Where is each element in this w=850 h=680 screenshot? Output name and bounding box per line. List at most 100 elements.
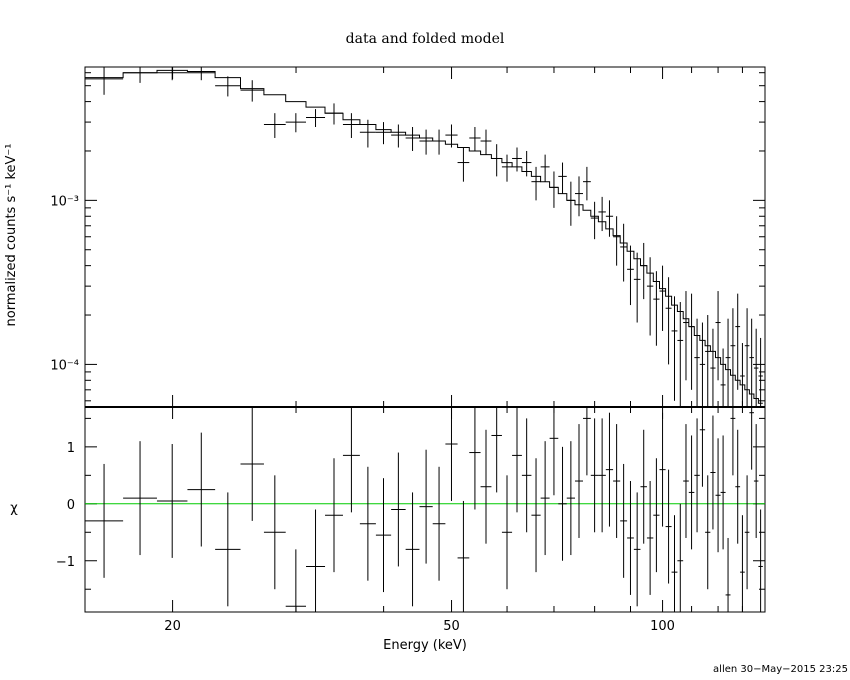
x-tick-label: 50 xyxy=(443,619,460,634)
residual-point xyxy=(740,515,745,612)
data-point xyxy=(469,127,481,151)
data-point xyxy=(749,318,754,407)
residual-point xyxy=(582,407,591,476)
data-point xyxy=(582,166,591,201)
upper-y-tick-label: 10⁻⁴ xyxy=(50,358,79,373)
residual-point xyxy=(694,418,700,533)
data-point xyxy=(85,67,124,95)
x-axis-label: Energy (keV) xyxy=(383,638,467,653)
upper-panel: 10⁻³ 10⁻⁴ xyxy=(50,66,766,408)
residual-point xyxy=(240,407,264,521)
residual-point xyxy=(753,424,759,538)
residual-point xyxy=(85,463,124,578)
residual-point xyxy=(391,452,406,567)
residual-point xyxy=(469,407,481,510)
data-point xyxy=(633,252,641,323)
data-point xyxy=(653,271,660,346)
data-point xyxy=(263,113,286,138)
data-point xyxy=(753,328,759,407)
residual-point xyxy=(665,469,672,584)
residual-point xyxy=(710,415,716,530)
data-point xyxy=(725,318,731,407)
data-point xyxy=(574,176,583,217)
data-point xyxy=(491,144,502,177)
data-point xyxy=(590,201,599,240)
data-point xyxy=(699,322,706,407)
residual-point xyxy=(613,424,621,538)
data-point xyxy=(480,129,492,155)
residual-point xyxy=(758,509,763,612)
residual-point xyxy=(123,441,157,556)
data-point xyxy=(156,67,188,81)
data-point xyxy=(620,223,628,282)
data-point xyxy=(677,302,684,407)
data-point xyxy=(240,80,264,102)
data-point xyxy=(598,196,606,232)
data-point xyxy=(710,328,716,407)
residual-point xyxy=(457,500,470,612)
residual-point xyxy=(640,429,647,544)
data-point xyxy=(683,291,689,381)
data-point xyxy=(715,291,721,381)
residual-point xyxy=(480,429,492,544)
data-point xyxy=(391,124,406,148)
chart-title: data and folded model xyxy=(346,31,505,47)
residual-point xyxy=(574,424,583,538)
residual-point xyxy=(590,418,599,533)
residual-point xyxy=(744,475,750,590)
lower-y-tick-label: 1 xyxy=(67,441,75,456)
upper-y-tick-label: 10⁻³ xyxy=(50,194,79,209)
residual-point xyxy=(699,407,706,487)
residual-point xyxy=(263,475,286,590)
residual-point xyxy=(646,481,654,595)
residual-point xyxy=(501,475,513,590)
lower-panel: 1 0 −1 20 50 100 xyxy=(56,406,766,634)
residual-point xyxy=(633,492,641,607)
data-point xyxy=(419,129,433,155)
residual-point xyxy=(342,407,360,513)
lower-y-axis-label: χ xyxy=(10,501,18,516)
model-step-line xyxy=(85,69,763,404)
residual-point xyxy=(375,478,392,593)
data-point xyxy=(405,127,420,151)
data-point xyxy=(375,122,392,145)
upper-plot-frame xyxy=(84,66,766,408)
data-point xyxy=(688,293,695,390)
residual-point xyxy=(432,466,446,581)
residual-point xyxy=(531,458,541,573)
residual-point xyxy=(521,418,532,533)
data-point xyxy=(187,67,216,81)
residual-point xyxy=(653,458,660,573)
data-point xyxy=(730,308,736,407)
data-point xyxy=(306,109,326,128)
data-point xyxy=(521,150,532,177)
x-tick-label: 100 xyxy=(650,619,675,634)
residual-point xyxy=(749,407,754,470)
data-point xyxy=(558,162,567,194)
residual-point xyxy=(735,429,741,544)
residual-point xyxy=(620,463,628,578)
data-point xyxy=(325,103,343,125)
residual-point xyxy=(445,407,458,501)
data-point xyxy=(705,315,711,407)
residual-point xyxy=(540,441,550,556)
data-point xyxy=(694,318,700,407)
residual-point xyxy=(705,475,711,590)
data-point xyxy=(359,119,376,148)
data-point xyxy=(605,200,614,237)
residual-point xyxy=(730,407,736,476)
residual-point xyxy=(491,407,502,493)
residual-point xyxy=(512,407,522,513)
data-point xyxy=(432,129,446,155)
data-point xyxy=(549,171,559,208)
residual-point xyxy=(720,435,726,550)
residual-point xyxy=(405,492,420,607)
residual-point xyxy=(187,432,216,547)
residual-point xyxy=(419,449,433,564)
residual-point xyxy=(677,503,684,612)
data-point xyxy=(646,257,654,336)
residual-point xyxy=(215,492,241,607)
residual-point xyxy=(627,481,634,595)
residual-point xyxy=(285,549,307,612)
